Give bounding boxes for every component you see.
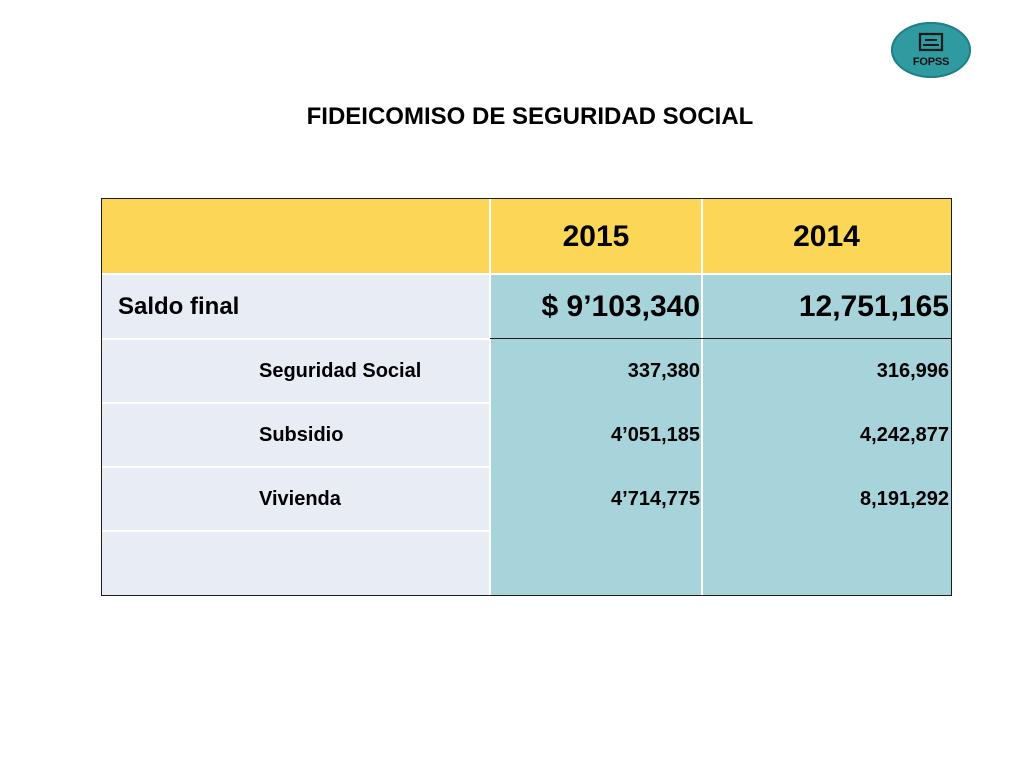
empty-value-cell-2014 (702, 531, 951, 595)
row-divider (102, 273, 951, 275)
empty-label-cell (102, 531, 490, 595)
row-label-vivienda: Vivienda (102, 467, 490, 531)
value-subsidio-2015: 4’051,185 (490, 403, 702, 467)
row-divider (102, 338, 490, 340)
column-divider (489, 199, 491, 595)
value-vivienda-2014: 8,191,292 (702, 467, 951, 531)
page-title: FIDEICOMISO DE SEGURIDAD SOCIAL (306, 103, 754, 130)
value-vivienda-2015: 4’714,775 (490, 467, 702, 531)
header-year-2015: 2015 (490, 199, 702, 274)
financial-table: 2015 2014 Saldo final $ 9’103,340 12,751… (101, 198, 952, 596)
value-seguridad-social-2015: 337,380 (490, 339, 702, 403)
value-subsidio-2014: 4,242,877 (702, 403, 951, 467)
row-label-seguridad-social: Seguridad Social (102, 339, 490, 403)
value-saldo-final-2014: 12,751,165 (702, 274, 951, 339)
empty-value-cell-2015 (490, 531, 702, 595)
row-divider (102, 466, 490, 468)
value-seguridad-social-2014: 316,996 (702, 339, 951, 403)
row-label-subsidio: Subsidio (102, 403, 490, 467)
book-icon (918, 32, 944, 52)
row-divider (102, 402, 490, 404)
row-divider (102, 530, 490, 532)
value-saldo-final-2015: $ 9’103,340 (490, 274, 702, 339)
logo-text: FOPSS (912, 56, 950, 68)
header-year-2014: 2014 (702, 199, 951, 274)
header-empty-cell (102, 199, 490, 274)
fopss-logo: FOPSS (891, 22, 971, 78)
column-divider (701, 199, 703, 595)
row-label-saldo-final: Saldo final (102, 274, 490, 339)
row-divider-dark (490, 338, 951, 339)
